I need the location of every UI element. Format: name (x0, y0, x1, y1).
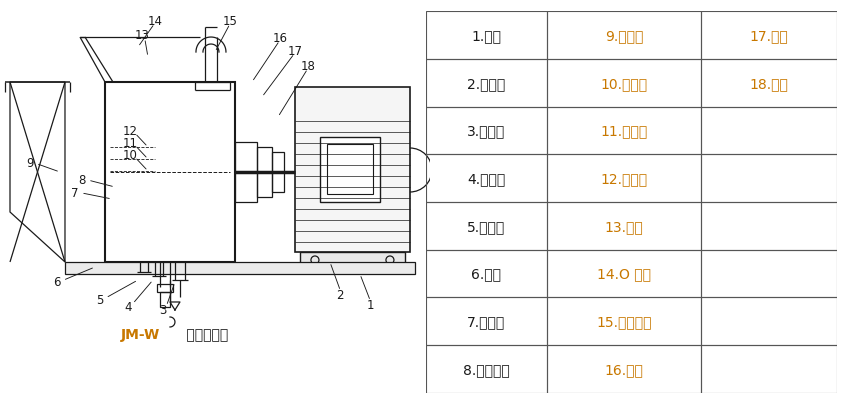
Bar (426, 155, 547, 202)
Text: 7: 7 (72, 186, 78, 199)
Bar (701, 107, 837, 155)
Bar (701, 345, 837, 393)
Text: 10.旋叶刀: 10.旋叶刀 (601, 77, 647, 90)
Text: 15: 15 (223, 15, 238, 28)
Text: 12.静磨盘: 12.静磨盘 (601, 172, 647, 185)
Bar (160, 292, 170, 307)
Text: 4.出料口: 4.出料口 (467, 172, 506, 185)
Bar (300, 252, 405, 267)
Bar (295, 88, 410, 252)
Text: 8: 8 (78, 173, 86, 186)
Bar (426, 60, 547, 107)
Bar (272, 153, 284, 192)
Text: 11: 11 (122, 136, 137, 149)
Bar (701, 60, 837, 107)
Text: 16.壳体: 16.壳体 (604, 362, 644, 376)
Bar (547, 202, 701, 250)
Text: 1.底座: 1.底座 (471, 29, 502, 43)
Text: 6.手柄: 6.手柄 (471, 267, 502, 281)
Text: 8.冷却接头: 8.冷却接头 (463, 362, 510, 376)
Bar (547, 345, 701, 393)
Text: 17: 17 (287, 45, 303, 58)
Text: 3: 3 (159, 304, 167, 317)
Text: 18: 18 (300, 60, 315, 72)
Text: 5: 5 (96, 294, 104, 307)
Bar (547, 107, 701, 155)
Text: 4: 4 (124, 301, 132, 314)
Text: 12: 12 (122, 124, 137, 137)
Bar (157, 284, 173, 292)
Text: 卧式胶体磨: 卧式胶体磨 (182, 327, 228, 341)
Bar (257, 148, 272, 198)
Bar (547, 298, 701, 345)
Bar (547, 155, 701, 202)
Text: 9.加料斗: 9.加料斗 (605, 29, 643, 43)
Bar (701, 155, 837, 202)
Text: 11.动磨盘: 11.动磨盘 (600, 124, 647, 138)
Text: 14.O 型圈: 14.O 型圈 (597, 267, 651, 281)
Bar (327, 145, 373, 194)
Text: 9: 9 (26, 156, 34, 169)
Bar (426, 202, 547, 250)
Bar (235, 143, 257, 202)
Text: 17.轴承: 17.轴承 (749, 29, 788, 43)
Bar (426, 12, 547, 60)
Text: 2: 2 (336, 289, 344, 302)
Text: 6: 6 (53, 276, 61, 289)
Bar (547, 250, 701, 298)
Text: 7.调节盘: 7.调节盘 (467, 315, 506, 328)
Bar (426, 298, 547, 345)
Bar (701, 298, 837, 345)
Text: 3.排漏口: 3.排漏口 (467, 124, 506, 138)
Bar (701, 202, 837, 250)
Bar (426, 107, 547, 155)
Bar (426, 250, 547, 298)
Bar (547, 12, 701, 60)
Bar (426, 345, 547, 393)
Text: 10: 10 (122, 148, 137, 161)
Bar (547, 60, 701, 107)
Text: 14: 14 (148, 15, 163, 28)
Circle shape (311, 256, 319, 264)
Text: 2.电动机: 2.电动机 (467, 77, 506, 90)
Bar (105, 83, 235, 262)
Bar (701, 250, 837, 298)
Text: 5.循环管: 5.循环管 (467, 220, 506, 233)
Text: JM-W: JM-W (121, 327, 159, 341)
Text: 1: 1 (366, 299, 373, 312)
Polygon shape (65, 262, 415, 274)
Bar (320, 138, 380, 202)
Circle shape (386, 256, 394, 264)
Bar (701, 12, 837, 60)
Text: 16: 16 (272, 32, 287, 45)
Text: 15.机械密封: 15.机械密封 (597, 315, 652, 328)
Text: 13: 13 (135, 28, 149, 41)
Text: 18.端盖: 18.端盖 (749, 77, 789, 90)
Text: 13.刻度: 13.刻度 (604, 220, 643, 233)
